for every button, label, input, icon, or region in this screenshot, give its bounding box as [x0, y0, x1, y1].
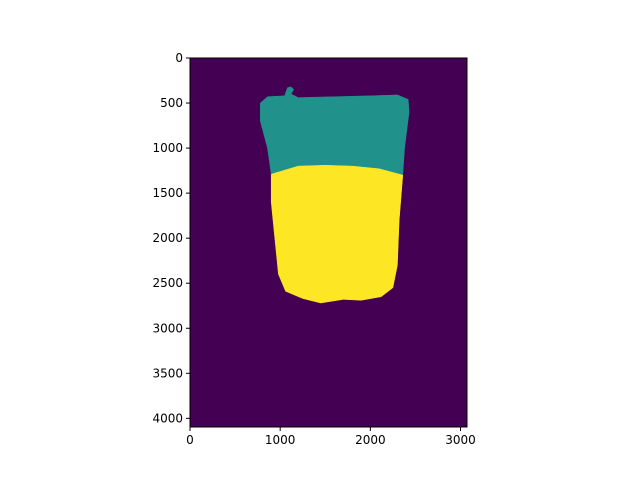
x-tick-label: 1000	[265, 433, 296, 447]
x-tick-label: 2000	[355, 433, 386, 447]
cup-upper-region	[260, 86, 410, 176]
x-tick-label: 0	[186, 433, 194, 447]
regions-group	[260, 86, 410, 304]
cup-lower-region	[270, 164, 404, 304]
x-tick-label: 3000	[445, 433, 476, 447]
y-tick-label: 3500	[152, 366, 183, 380]
y-tick-label: 0	[175, 51, 183, 65]
y-tick-label: 3000	[152, 321, 183, 335]
plot-area	[190, 58, 467, 427]
y-tick-label: 1500	[152, 186, 183, 200]
y-tick-label: 2000	[152, 231, 183, 245]
y-tick-label: 500	[160, 96, 183, 110]
axes-frame	[189, 57, 468, 428]
y-tick-label: 4000	[152, 411, 183, 425]
axis-ticks: 0 1000 2000 3000 0 500 1000 1500 2000 2500 3000 350…	[152, 51, 475, 447]
y-tick-label: 1000	[152, 141, 183, 155]
y-tick-label: 2500	[152, 276, 183, 290]
